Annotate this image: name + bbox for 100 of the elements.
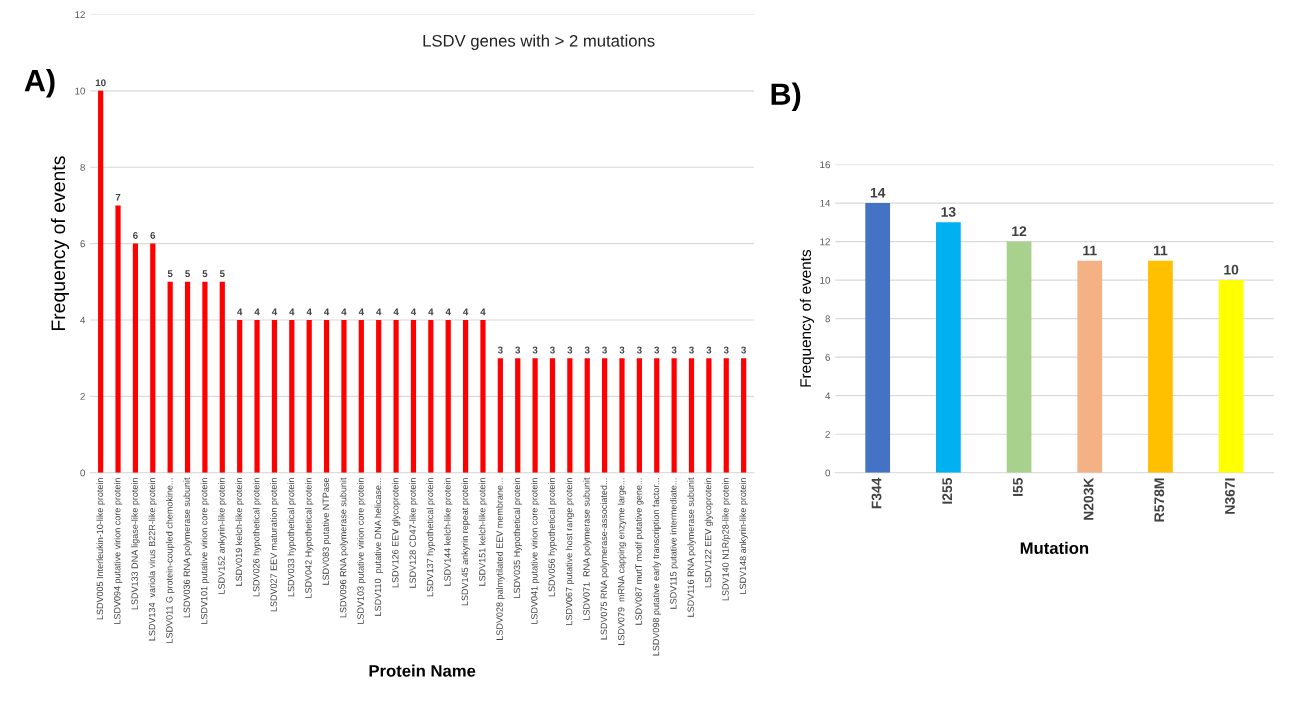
- y-tick-label: 12: [820, 238, 830, 246]
- y-tick-label: 8: [825, 315, 830, 323]
- bar: [1148, 260, 1173, 473]
- text: A): [24, 68, 55, 98]
- data-label: 3: [706, 346, 712, 354]
- bar: [167, 281, 173, 473]
- data-label: 4: [324, 308, 330, 316]
- data-label: 3: [689, 346, 694, 354]
- bar: [184, 281, 191, 473]
- data-label: 3: [567, 346, 573, 354]
- x-tick-label: LSDV115 putative intermediate...: [669, 478, 679, 609]
- bar: [289, 319, 295, 473]
- bar: [358, 319, 364, 473]
- data-label: 4: [480, 308, 486, 316]
- data-label: 4: [237, 308, 243, 316]
- y-tick-label: 12: [75, 11, 85, 19]
- data-label: 3: [671, 346, 677, 354]
- bar: [515, 358, 521, 473]
- x-tick-label: LSDV026 hypothetical protein: [252, 478, 262, 597]
- x-tick-label: LSDV098 putative early transcription factor...: [652, 478, 661, 656]
- x-tick-label: LSDV151 kelch-like protein: [478, 478, 488, 586]
- data-label: 4: [341, 308, 347, 316]
- y-axis-title: Frequency of events: [799, 249, 815, 387]
- y-tick-label: 10: [75, 87, 85, 95]
- x-tick-label: F344: [871, 477, 882, 509]
- x-axis-title: Protein Name: [369, 664, 476, 677]
- x-tick-label: LSDV116 RNA polymerase subunit: [687, 477, 696, 617]
- x-tick-label: LSDV075 RNA polymerase-associated...: [600, 478, 609, 640]
- data-label: 3: [619, 346, 625, 354]
- y-tick-label: 6: [825, 353, 830, 361]
- x-tick-label: LSDV087 mutT motif putative gene...: [635, 478, 644, 625]
- y-tick-label: 6: [80, 240, 85, 248]
- x-tick-label: LSDV041 putative virion core protein: [530, 478, 540, 624]
- data-label: 12: [1012, 226, 1027, 236]
- x-tick-label: LSDV152 ankyrin-like protein: [218, 478, 227, 594]
- y-tick-label: 10: [820, 276, 831, 284]
- data-label: 4: [463, 308, 469, 316]
- data-label: 3: [515, 346, 521, 354]
- data-label: 3: [497, 346, 503, 354]
- bar: [410, 319, 417, 473]
- data-label: 14: [870, 187, 886, 198]
- data-label: 4: [254, 308, 260, 316]
- x-tick-label: LSDV033 hypothetical protein: [287, 478, 297, 597]
- x-tick-label: LSDV122 EEV glycoprotein: [704, 478, 714, 588]
- x-tick-label: LSDV067 putative host range protein: [565, 478, 575, 625]
- x-tick-label: LSDV148 ankyrin-like protein: [739, 478, 748, 594]
- data-label: 3: [584, 346, 590, 354]
- data-label: 3: [636, 346, 642, 354]
- x-axis-title: Mutation: [1020, 541, 1089, 555]
- bar: [341, 319, 347, 473]
- x-tick-label: LSDV042 Hypothetical protein: [304, 478, 314, 598]
- x-tick-label: LSDV101 putative virion core protein: [200, 478, 210, 624]
- x-tick-label: I55: [1013, 477, 1023, 496]
- x-tick-label: LSDV035 Hypothetical protein: [513, 478, 522, 598]
- x-tick-label: LSDV071 RNA polymerase subunit: [583, 477, 592, 620]
- x-tick-label: LSDV027 EEV maturation protein: [270, 478, 279, 612]
- bar: [132, 243, 139, 473]
- x-tick-label: LSDV028 palmytilated EEV membrane...: [496, 478, 505, 640]
- x-tick-label: LSDV133 DNA ligase-like protein: [131, 478, 140, 610]
- data-label: 4: [410, 308, 417, 316]
- bar: [654, 358, 660, 473]
- x-tick-label: N367I: [1225, 478, 1235, 514]
- y-tick-label: 4: [80, 316, 86, 324]
- x-tick-label: LSDV134 variola virus B22R-like protein: [148, 478, 157, 641]
- text: LSDV genes with > 2 mutations: [423, 34, 655, 51]
- data-label: 5: [219, 270, 225, 278]
- bar: [723, 358, 729, 473]
- data-label: 10: [95, 79, 106, 87]
- x-tick-label: LSDV056 hypothetical protein: [548, 478, 557, 597]
- bar: [567, 358, 573, 473]
- y-tick-label: 14: [820, 199, 831, 207]
- x-tick-label: LSDV094 putative virion core protein: [113, 478, 123, 624]
- bar: [1218, 280, 1244, 473]
- bar: [584, 358, 590, 473]
- bar: [936, 222, 961, 473]
- bar: [480, 319, 486, 473]
- x-tick-label: LSDV005 Interleukin-10-like protein: [96, 478, 105, 620]
- bar: [323, 319, 330, 473]
- x-tick-label: LSDV096 RNA polymerase subunit: [339, 477, 349, 618]
- bar: [98, 90, 104, 473]
- y-tick-label: 2: [80, 393, 85, 400]
- data-label: 4: [289, 308, 295, 316]
- x-tick-label: LSDV126 EEV glycoprotein: [391, 478, 401, 588]
- bar: [549, 358, 556, 473]
- data-label: 11: [1153, 245, 1168, 256]
- data-label: 4: [358, 308, 364, 316]
- y-axis-title: Frequency of events: [50, 156, 69, 331]
- y-tick-label: 2: [825, 430, 830, 438]
- bar: [741, 358, 747, 473]
- bar: [428, 319, 434, 473]
- y-tick-label: 0: [825, 469, 831, 477]
- data-label: 10: [1224, 264, 1239, 275]
- data-label: 13: [941, 206, 956, 217]
- data-label: 4: [306, 308, 312, 316]
- bar: [1006, 241, 1032, 473]
- x-tick-label: LSDV128 CD47-like protein: [409, 478, 418, 588]
- data-label: 3: [741, 346, 746, 354]
- bar: [619, 358, 625, 473]
- x-tick-label: LSDV145 ankyrin repeat protein: [461, 478, 470, 606]
- y-tick-label: 8: [80, 163, 85, 171]
